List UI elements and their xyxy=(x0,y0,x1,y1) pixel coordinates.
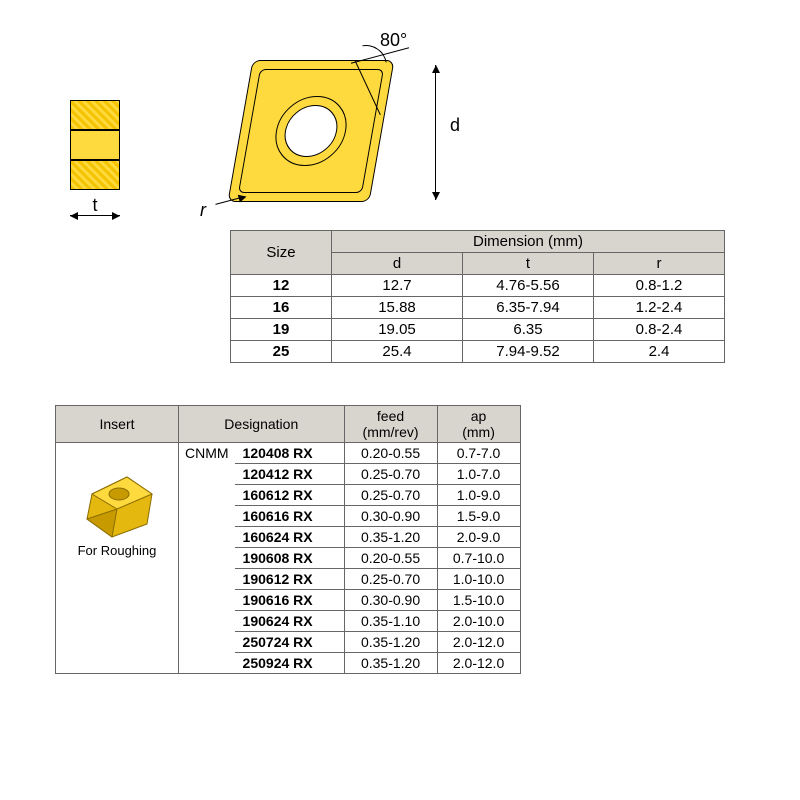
ap-cell: 1.0-9.0 xyxy=(437,485,520,506)
d-dimension-label: d xyxy=(450,115,460,136)
feed-cell: 0.35-1.20 xyxy=(344,632,437,653)
ap-header: ap (mm) xyxy=(437,406,520,443)
r-label: r xyxy=(200,200,206,221)
feed-cell: 0.25-0.70 xyxy=(344,569,437,590)
feed-cell: 0.35-1.10 xyxy=(344,611,437,632)
ap-cell: 2.0-12.0 xyxy=(437,632,520,653)
size-header: Size xyxy=(231,231,332,275)
feed-cell: 0.25-0.70 xyxy=(344,485,437,506)
feed-cell: 0.20-0.55 xyxy=(344,548,437,569)
size-cell-t: 4.76-5.56 xyxy=(463,275,594,297)
feed-cell: 0.35-1.20 xyxy=(344,527,437,548)
designation-code: 190612 RX xyxy=(235,569,345,590)
designation-code: 120408 RX xyxy=(235,443,345,464)
designation-header: Designation xyxy=(179,406,345,443)
size-cell-size: 16 xyxy=(231,297,332,319)
feed-header: feed (mm/rev) xyxy=(344,406,437,443)
d-dimension-line xyxy=(435,65,436,200)
side-view-diagram xyxy=(70,100,120,190)
designation-prefix: CNMM xyxy=(179,443,235,674)
designation-code: 160624 RX xyxy=(235,527,345,548)
designation-code: 190608 RX xyxy=(235,548,345,569)
feed-cell: 0.25-0.70 xyxy=(344,464,437,485)
size-cell-r: 0.8-1.2 xyxy=(594,275,725,297)
size-row: 2525.47.94-9.522.4 xyxy=(231,341,725,363)
size-cell-size: 12 xyxy=(231,275,332,297)
size-table-header-row: Size Dimension (mm) xyxy=(231,231,725,253)
d-subheader: d xyxy=(332,253,463,275)
designation-code: 160612 RX xyxy=(235,485,345,506)
ap-cell: 1.0-10.0 xyxy=(437,569,520,590)
size-cell-t: 6.35 xyxy=(463,319,594,341)
t-subheader: t xyxy=(463,253,594,275)
ap-cell: 0.7-7.0 xyxy=(437,443,520,464)
size-cell-r: 0.8-2.4 xyxy=(594,319,725,341)
feed-cell: 0.35-1.20 xyxy=(344,653,437,674)
size-cell-t: 7.94-9.52 xyxy=(463,341,594,363)
designation-code: 190616 RX xyxy=(235,590,345,611)
insert-header: Insert xyxy=(56,406,179,443)
size-cell-d: 19.05 xyxy=(332,319,463,341)
feed-cell: 0.20-0.55 xyxy=(344,443,437,464)
size-cell-t: 6.35-7.94 xyxy=(463,297,594,319)
side-rect-top xyxy=(70,100,120,130)
ap-cell: 1.5-10.0 xyxy=(437,590,520,611)
t-dimension-label: t xyxy=(75,195,115,216)
designation-table: Insert Designation feed (mm/rev) ap (mm)… xyxy=(55,405,521,674)
ap-cell: 2.0-12.0 xyxy=(437,653,520,674)
designation-code: 190624 RX xyxy=(235,611,345,632)
ap-cell: 1.0-7.0 xyxy=(437,464,520,485)
insert-center-hole xyxy=(280,105,341,157)
ap-cell: 2.0-9.0 xyxy=(437,527,520,548)
designation-code: 160616 RX xyxy=(235,506,345,527)
insert-cell: For Roughing xyxy=(56,443,179,674)
size-cell-r: 2.4 xyxy=(594,341,725,363)
designation-code: 120412 RX xyxy=(235,464,345,485)
desig-row: For RoughingCNMM120408 RX0.20-0.550.7-7.… xyxy=(56,443,521,464)
side-rect-bot xyxy=(70,160,120,190)
insert-label: For Roughing xyxy=(62,543,172,558)
insert-3d-icon xyxy=(77,469,157,539)
feed-cell: 0.30-0.90 xyxy=(344,506,437,527)
desig-header-row: Insert Designation feed (mm/rev) ap (mm) xyxy=(56,406,521,443)
size-cell-size: 19 xyxy=(231,319,332,341)
size-row: 1212.74.76-5.560.8-1.2 xyxy=(231,275,725,297)
t-dimension-line xyxy=(70,215,120,216)
size-cell-d: 15.88 xyxy=(332,297,463,319)
size-cell-d: 25.4 xyxy=(332,341,463,363)
size-cell-size: 25 xyxy=(231,341,332,363)
dimension-header: Dimension (mm) xyxy=(332,231,725,253)
size-row: 1919.056.350.8-2.4 xyxy=(231,319,725,341)
side-rect-mid xyxy=(70,130,120,160)
feed-cell: 0.30-0.90 xyxy=(344,590,437,611)
designation-code: 250724 RX xyxy=(235,632,345,653)
designation-code: 250924 RX xyxy=(235,653,345,674)
ap-cell: 0.7-10.0 xyxy=(437,548,520,569)
ap-cell: 2.0-10.0 xyxy=(437,611,520,632)
r-subheader: r xyxy=(594,253,725,275)
size-cell-r: 1.2-2.4 xyxy=(594,297,725,319)
ap-cell: 1.5-9.0 xyxy=(437,506,520,527)
size-row: 1615.886.35-7.941.2-2.4 xyxy=(231,297,725,319)
size-cell-d: 12.7 xyxy=(332,275,463,297)
size-table: Size Dimension (mm) d t r 1212.74.76-5.5… xyxy=(230,230,725,363)
